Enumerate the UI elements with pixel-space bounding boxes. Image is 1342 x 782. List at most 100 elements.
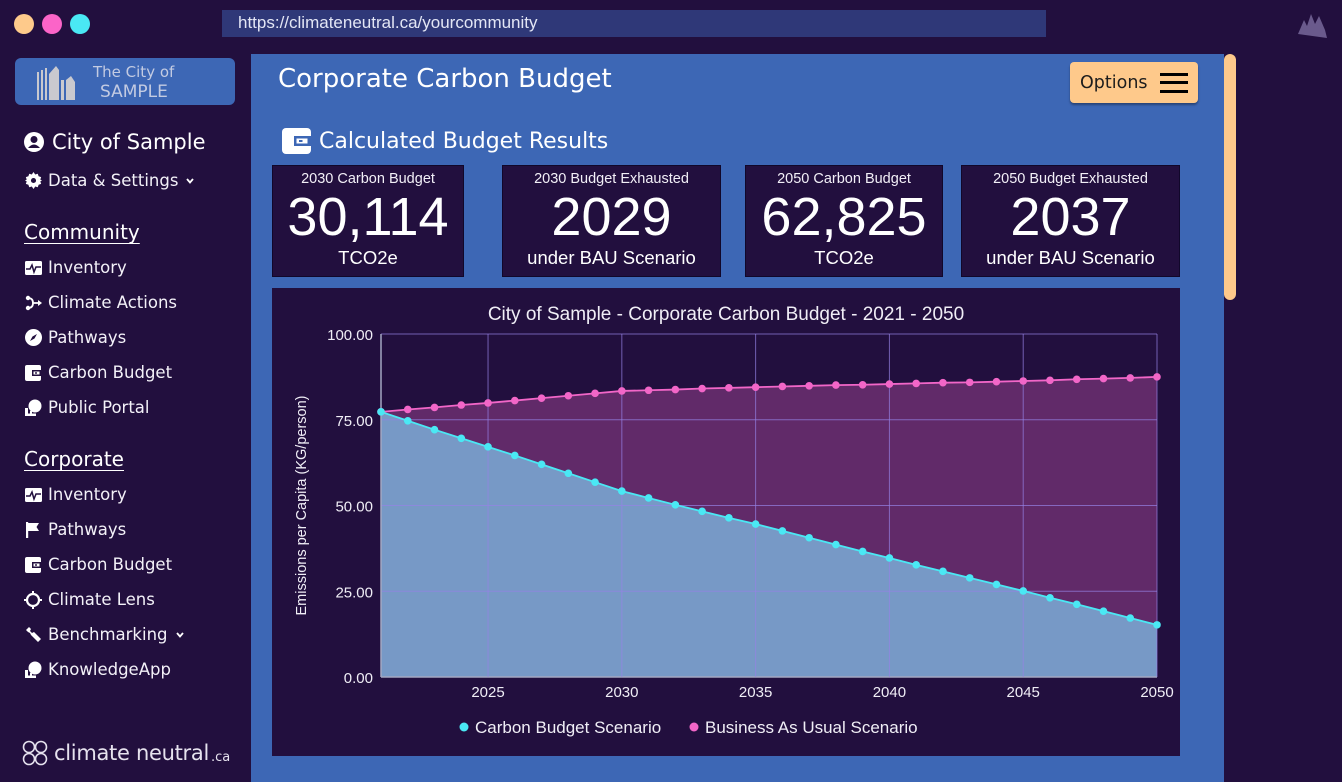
wallet-icon <box>24 364 42 382</box>
bau-point <box>751 383 760 391</box>
sidebar-item-community-carbon-budget[interactable]: Carbon Budget <box>24 355 244 390</box>
item-label: Inventory <box>48 258 127 277</box>
bau-point <box>618 387 626 395</box>
sidebar-item-data-settings[interactable]: Data & Settings <box>24 163 244 198</box>
bau-point <box>885 380 894 388</box>
bau-point <box>832 381 840 389</box>
sidebar-item-community-pathways[interactable]: Pathways <box>24 320 244 355</box>
item-label: Benchmarking <box>48 625 168 644</box>
bau-point <box>403 405 412 414</box>
card-2050-carbon-budget: 2050 Carbon Budget 62,825 TCO2e <box>745 165 943 277</box>
bau-point <box>591 389 599 398</box>
x-tick-label: 2045 <box>1007 684 1040 701</box>
card-unit: under BAU Scenario <box>527 247 696 268</box>
bau-point <box>939 378 947 387</box>
budget-cards: 2030 Carbon Budget 30,114 TCO2e 2030 Bud… <box>272 165 1180 277</box>
footer-brand-name: climate neutral <box>54 741 209 765</box>
card-unit: under BAU Scenario <box>986 247 1155 268</box>
budget-point <box>1019 587 1028 595</box>
x-tick-label: 2030 <box>605 684 638 701</box>
budget-point <box>618 487 626 495</box>
budget-line <box>380 411 1158 626</box>
options-label: Options <box>1080 72 1148 93</box>
item-label: KnowledgeApp <box>48 660 171 679</box>
bau-point <box>1072 375 1081 384</box>
sidebar-item-corporate-knowledgeapp[interactable]: KnowledgeApp <box>24 652 244 687</box>
sidebar: The City of SAMPLE City of Sample Data &… <box>0 52 250 782</box>
sidebar-item-community-climate-actions[interactable]: Climate Actions <box>24 285 244 320</box>
budget-point <box>698 507 706 516</box>
y-tick-label: 50.00 <box>335 499 373 516</box>
wallet-icon <box>282 128 311 154</box>
y-tick-label: 75.00 <box>335 413 373 430</box>
card-unit: TCO2e <box>814 247 874 268</box>
options-button[interactable]: Options <box>1070 62 1198 103</box>
legend-marker-bau <box>689 722 699 732</box>
chart-title: City of Sample - Corporate Carbon Budget… <box>488 304 964 325</box>
bau-point <box>992 377 1001 386</box>
legend-label-bau: Business As Usual Scenario <box>705 718 918 737</box>
vertical-scrollbar[interactable] <box>1224 54 1236 300</box>
card-label: 2050 Budget Exhausted <box>993 171 1148 187</box>
user-label: City of Sample <box>52 130 206 154</box>
bau-point <box>644 386 653 395</box>
page-title: Corporate Carbon Budget <box>278 64 612 94</box>
chevron-down-icon <box>186 177 195 184</box>
close-window-button[interactable] <box>14 14 34 34</box>
sidebar-item-corporate-carbon-budget[interactable]: Carbon Budget <box>24 547 244 582</box>
budget-point <box>564 469 573 478</box>
card-value: 62,825 <box>761 187 927 247</box>
chevron-down-icon <box>175 631 184 638</box>
chart-svg: City of Sample - Corporate Carbon Budget… <box>294 304 1174 737</box>
card-label: 2030 Carbon Budget <box>301 171 435 187</box>
community-heading[interactable]: Community <box>24 220 140 244</box>
budget-point <box>1126 614 1135 622</box>
budget-point <box>537 460 546 469</box>
item-label: Climate Lens <box>48 590 155 609</box>
flow-arrows-icon <box>24 294 42 312</box>
minimize-window-button[interactable] <box>42 14 62 34</box>
climate-neutral-logo[interactable]: climate neutral .ca <box>22 740 230 766</box>
budget-point <box>965 574 974 582</box>
budget-point <box>939 567 947 576</box>
sidebar-item-user[interactable]: City of Sample <box>24 126 244 158</box>
sidebar-item-community-public-portal[interactable]: Public Portal <box>24 390 244 425</box>
sidebar-item-corporate-pathways[interactable]: Pathways <box>24 512 244 547</box>
gear-icon <box>24 172 42 190</box>
url-bar[interactable]: https://climateneutral.ca/yourcommunity <box>222 10 1046 37</box>
wrench-icon <box>24 626 42 644</box>
sidebar-item-community-inventory[interactable]: Inventory <box>24 250 244 285</box>
window-controls <box>14 14 90 34</box>
y-axis-label: Emissions per Capita (KG/person) <box>294 396 310 616</box>
city-brand-logo[interactable]: The City of SAMPLE <box>15 58 235 105</box>
budget-point <box>751 520 760 528</box>
sidebar-item-corporate-benchmarking[interactable]: Benchmarking <box>24 617 244 652</box>
bau-point <box>1153 373 1161 381</box>
budget-point <box>671 501 680 509</box>
bau-point <box>484 399 492 407</box>
hamburger-menu-icon <box>1159 72 1188 93</box>
pulse-chart-icon <box>24 486 42 504</box>
main-panel: Corporate Carbon Budget Options Calculat… <box>251 54 1224 782</box>
corporate-heading[interactable]: Corporate <box>24 447 124 471</box>
budget-point <box>644 494 653 502</box>
maximize-window-button[interactable] <box>70 14 90 34</box>
budget-point <box>510 451 519 460</box>
item-label: Carbon Budget <box>48 555 173 574</box>
brand-line1: The City of <box>93 62 175 81</box>
card-value: 2037 <box>1010 187 1131 247</box>
budget-point <box>992 580 1001 589</box>
section-title-text: Calculated Budget Results <box>319 128 609 154</box>
bau-point <box>671 385 680 394</box>
bau-point <box>725 384 733 392</box>
crosshair-icon <box>24 590 42 609</box>
sidebar-item-corporate-climate-lens[interactable]: Climate Lens <box>24 582 244 617</box>
pulse-chart-icon <box>24 259 42 277</box>
bau-point <box>858 380 867 389</box>
sidebar-item-corporate-inventory[interactable]: Inventory <box>24 477 244 512</box>
budget-point <box>591 478 599 486</box>
budget-area <box>381 411 1157 677</box>
budget-point <box>885 554 894 562</box>
budget-point <box>858 547 867 556</box>
budget-point <box>403 416 412 425</box>
